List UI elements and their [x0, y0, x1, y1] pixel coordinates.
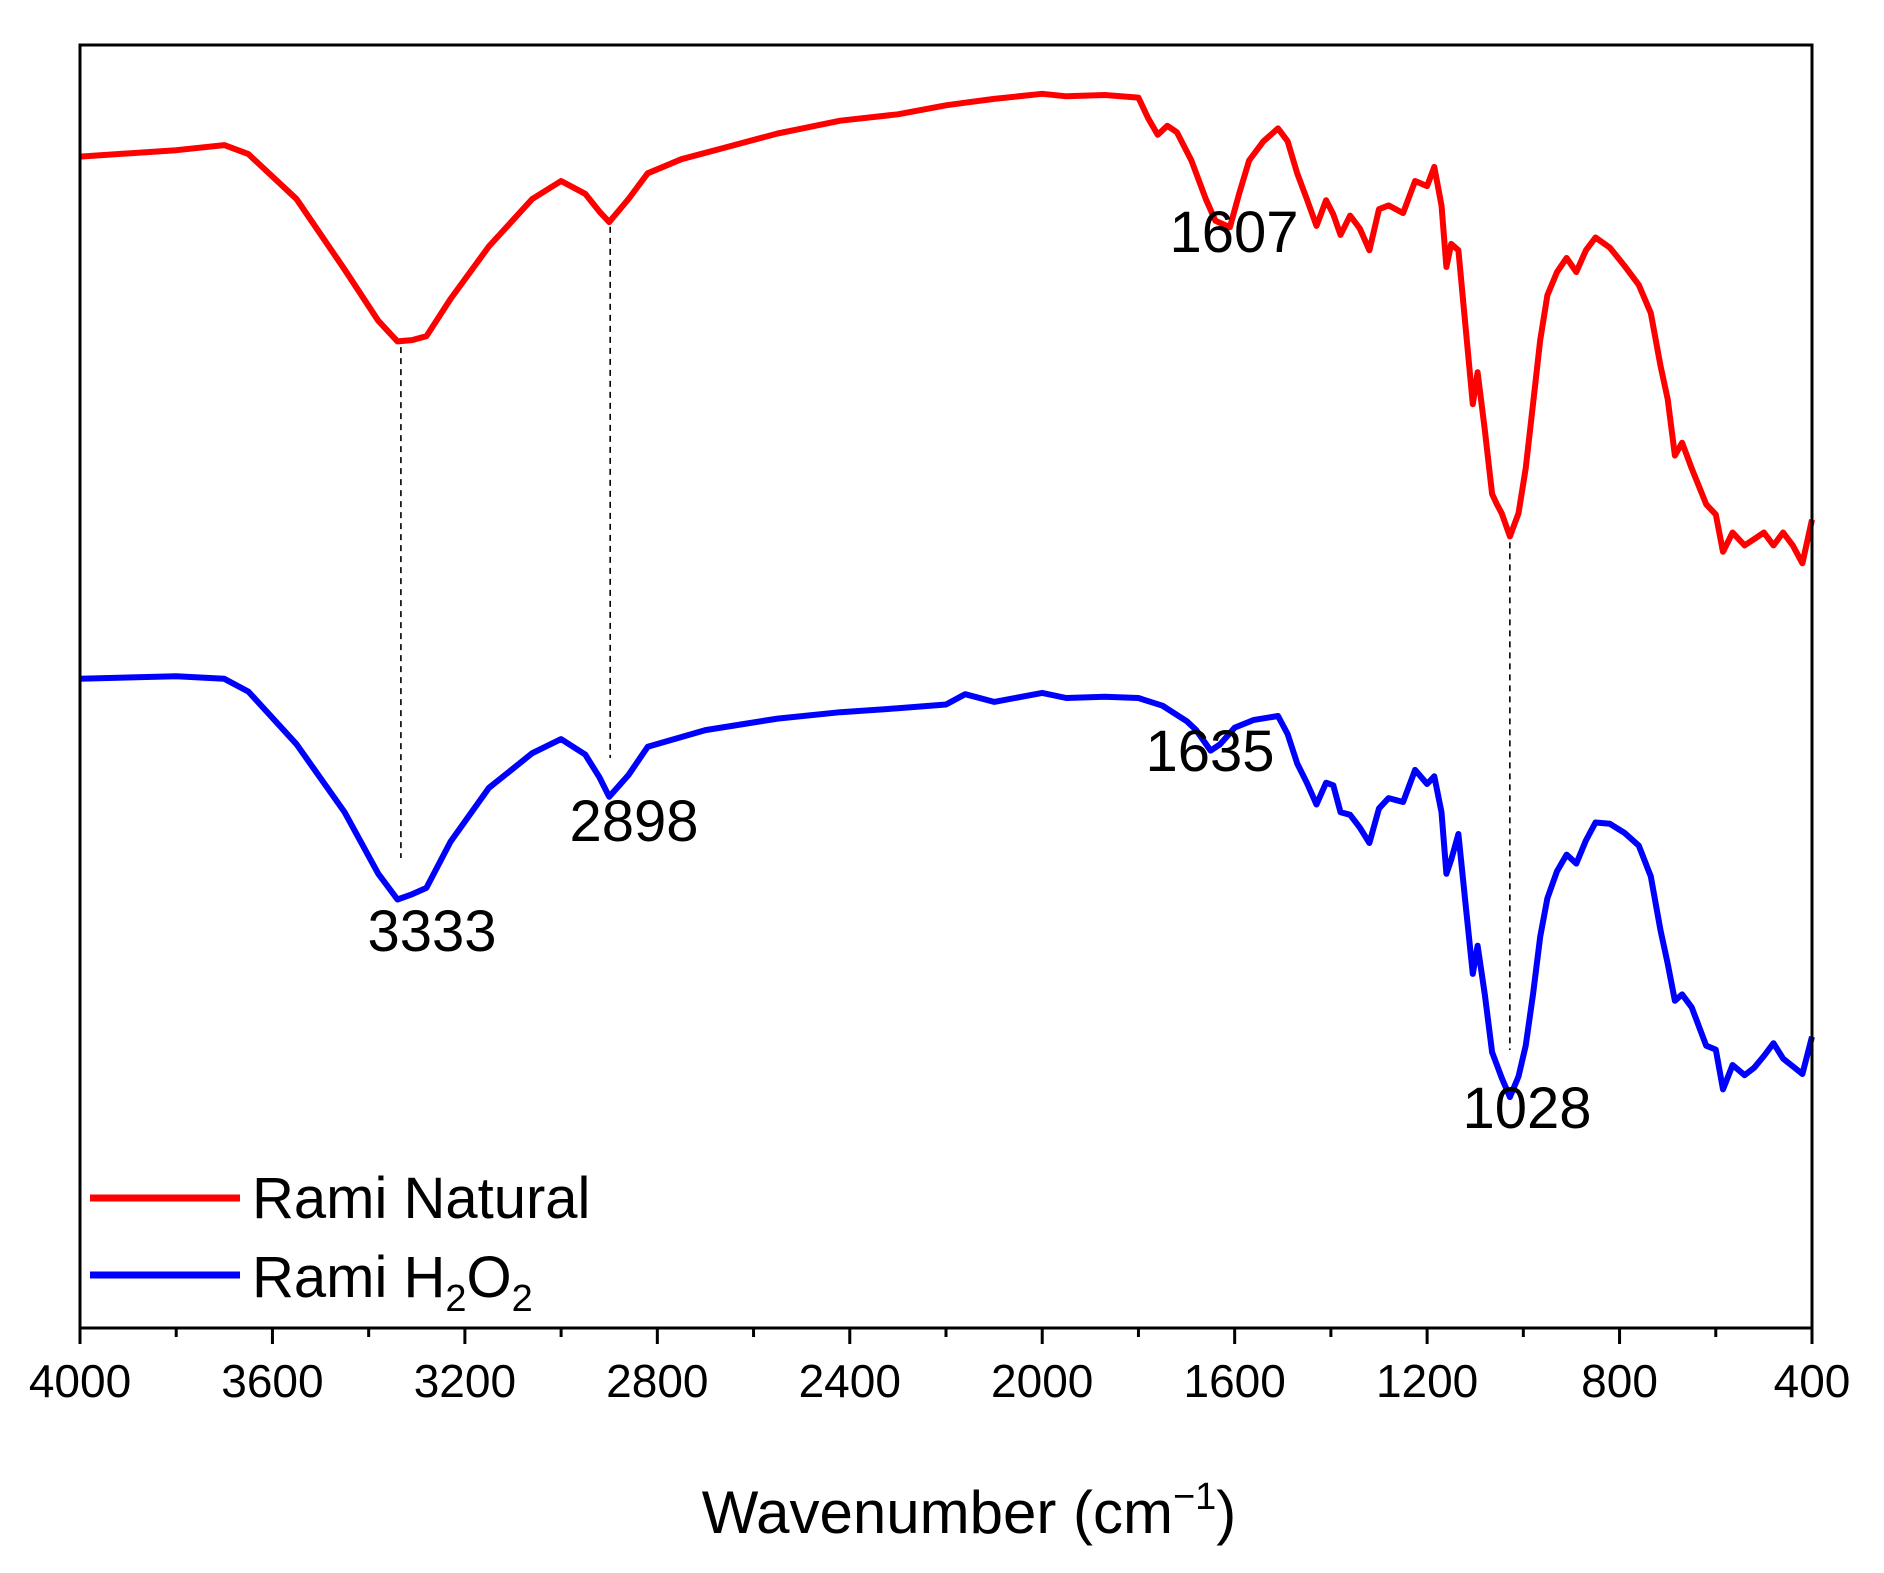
x-tick-label-2400: 2400	[799, 1355, 901, 1407]
x-axis-ticks	[78, 1328, 1814, 1344]
legend-label-rami-h2o2: Rami H2O2	[252, 1245, 533, 1320]
legend: Rami Natural Rami H2O2	[90, 1166, 590, 1320]
x-axis-tick-labels: 4000 3600 3200 2800 2400 2000 1600 1200 800 400	[29, 1355, 1851, 1407]
peak-label-1607: 1607	[1169, 200, 1298, 265]
peak-label-1635: 1635	[1145, 719, 1274, 784]
peak-label-3333: 3333	[367, 899, 496, 964]
x-tick-label-1600: 1600	[1183, 1355, 1285, 1407]
peak-marker-lines	[400, 226, 1511, 1050]
legend-label-rami-natural: Rami Natural	[252, 1166, 590, 1231]
plot-series	[79, 90, 1815, 1101]
x-tick-label-2000: 2000	[991, 1355, 1093, 1407]
x-tick-label-3200: 3200	[414, 1355, 516, 1407]
series-line-rami-natural	[79, 90, 1815, 567]
x-tick-label-400: 400	[1774, 1355, 1851, 1407]
x-tick-label-800: 800	[1581, 1355, 1658, 1407]
x-tick-label-4000: 4000	[29, 1355, 131, 1407]
peak-label-2898: 2898	[569, 789, 698, 854]
x-tick-label-1200: 1200	[1376, 1355, 1478, 1407]
x-tick-label-2800: 2800	[606, 1355, 708, 1407]
peak-label-1028: 1028	[1462, 1076, 1591, 1141]
x-tick-label-3600: 3600	[221, 1355, 323, 1407]
series-line-rami-h2o2	[79, 673, 1815, 1101]
x-axis-title: Wavenumber (cm−1)	[702, 1476, 1237, 1546]
